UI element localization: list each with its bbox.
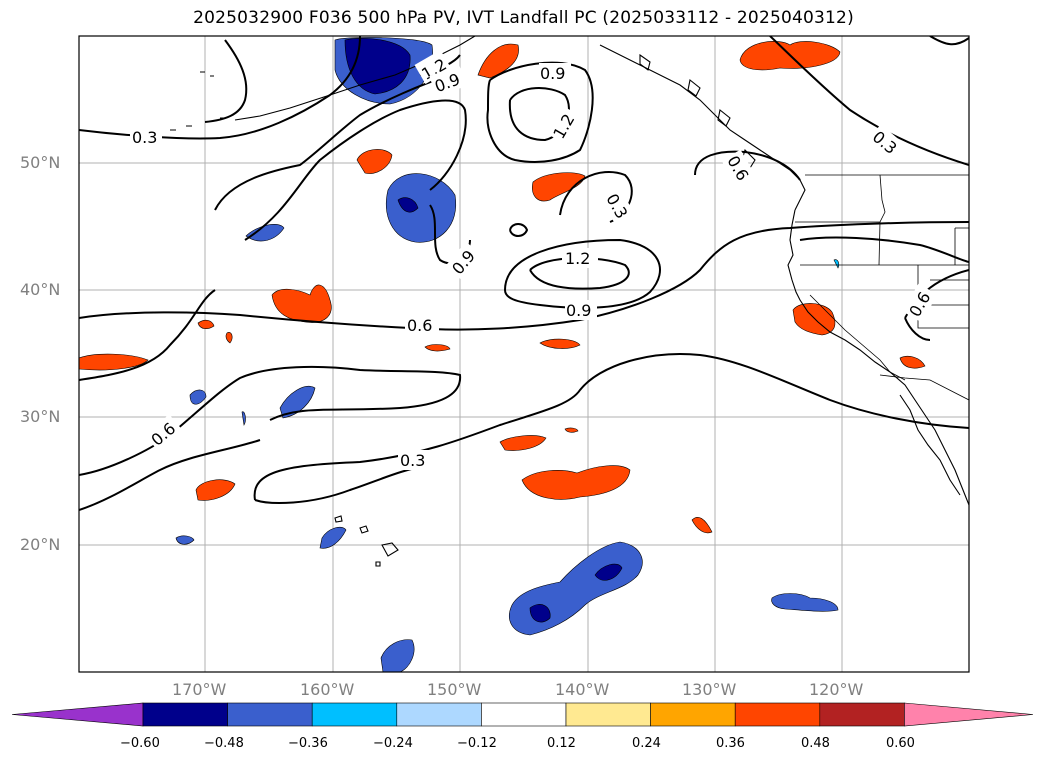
negative-blob bbox=[319, 526, 347, 549]
positive-blob bbox=[197, 319, 215, 329]
negative-blob bbox=[279, 386, 316, 419]
negative-blob bbox=[529, 604, 551, 623]
contour-label: 1.2 bbox=[565, 249, 590, 268]
positive-blob bbox=[532, 172, 586, 202]
positive-blob bbox=[539, 338, 581, 349]
lat-label: 30°N bbox=[20, 407, 61, 426]
gridlines bbox=[79, 36, 969, 672]
borders bbox=[795, 174, 969, 401]
negative-blob bbox=[189, 389, 207, 405]
lon-label: 170°W bbox=[172, 680, 227, 699]
contour-label: 0.6 bbox=[407, 316, 432, 335]
negative-anomaly-fills bbox=[175, 37, 840, 672]
lon-label: 150°W bbox=[427, 680, 482, 699]
colorbar-segment bbox=[142, 702, 228, 727]
positive-blob bbox=[521, 465, 631, 500]
lat-label: 20°N bbox=[20, 535, 61, 554]
positive-blob bbox=[899, 355, 926, 369]
colorbar-tick-label: −0.12 bbox=[457, 736, 497, 751]
lon-label: 130°W bbox=[682, 680, 737, 699]
lon-label: 140°W bbox=[555, 680, 610, 699]
positive-blob bbox=[225, 332, 233, 344]
lon-label: 120°W bbox=[809, 680, 864, 699]
negative-blob bbox=[509, 541, 643, 636]
positive-blob bbox=[564, 427, 579, 433]
positive-blob bbox=[691, 517, 713, 534]
positive-blob bbox=[424, 344, 451, 352]
negative-blob bbox=[771, 593, 839, 612]
negative-blob bbox=[241, 411, 246, 426]
positive-blob bbox=[477, 43, 519, 79]
colorbar-tick-label: −0.60 bbox=[120, 736, 160, 751]
negative-blob bbox=[344, 38, 411, 95]
colorbar-tick-label: 0.12 bbox=[547, 736, 576, 751]
negative-blob bbox=[175, 535, 195, 545]
negative-blob bbox=[833, 259, 840, 269]
colorbar-segment bbox=[311, 702, 398, 727]
contour-label: 0.3 bbox=[400, 451, 425, 470]
map-frame bbox=[78, 35, 970, 673]
negative-blob bbox=[386, 173, 457, 243]
lon-label: 160°W bbox=[300, 680, 355, 699]
contour-0.9-lower bbox=[504, 238, 661, 309]
negative-blob bbox=[245, 224, 285, 242]
negative-blob bbox=[380, 639, 415, 672]
colorbar-segment bbox=[650, 702, 736, 727]
colorbar-extend-min bbox=[11, 702, 144, 727]
positive-anomaly-fills bbox=[79, 41, 926, 534]
colorbar-tick-label: −0.48 bbox=[204, 736, 244, 751]
map-title: 2025032900 F036 500 hPa PV, IVT Landfall… bbox=[193, 8, 854, 28]
negative-blob bbox=[594, 563, 623, 581]
map-panel: 0.3 1.2 0.9 0.9 1.2 0.3 0.6 0.9 1.2 0.9 … bbox=[79, 36, 969, 672]
contour-0.9-west bbox=[214, 74, 451, 211]
lat-label: 40°N bbox=[20, 280, 61, 299]
colorbar-segment bbox=[565, 702, 651, 727]
colorbar-extend-max bbox=[904, 702, 1034, 727]
colorbar-tick-label: 0.48 bbox=[801, 736, 830, 751]
contour-label: 0.9 bbox=[540, 64, 565, 83]
colorbar-tick-label: −0.24 bbox=[373, 736, 413, 751]
colorbar-tick-label: 0.36 bbox=[716, 736, 745, 751]
colorbar bbox=[11, 702, 1034, 727]
colorbar-segment bbox=[481, 702, 567, 727]
positive-blob bbox=[195, 479, 236, 501]
contour-label: 0.3 bbox=[132, 128, 157, 147]
colorbar-tick-label: 0.24 bbox=[632, 736, 661, 751]
colorbar-segment bbox=[227, 702, 313, 727]
colorbar-segment bbox=[819, 702, 905, 727]
pv-contours bbox=[79, 36, 969, 511]
lat-label: 50°N bbox=[20, 153, 61, 172]
positive-blob bbox=[499, 435, 547, 451]
negative-blob bbox=[397, 197, 419, 213]
colorbar-tick-label: −0.36 bbox=[288, 736, 328, 751]
coastlines bbox=[170, 36, 969, 567]
contour-label: 0.9 bbox=[566, 301, 591, 320]
contour-0.6-mid bbox=[79, 221, 969, 331]
positive-blob bbox=[271, 284, 332, 323]
colorbar-segment bbox=[396, 702, 482, 727]
contour-0.3-south bbox=[79, 439, 261, 511]
positive-blob bbox=[356, 149, 393, 174]
contour-0.3-north bbox=[79, 36, 361, 140]
colorbar-segment bbox=[734, 702, 821, 727]
positive-blob bbox=[79, 353, 149, 371]
colorbar-tick-label: 0.60 bbox=[886, 736, 915, 751]
contour-label-group: 0.3 1.2 0.9 0.9 1.2 0.3 0.6 0.9 1.2 0.9 … bbox=[130, 49, 938, 470]
